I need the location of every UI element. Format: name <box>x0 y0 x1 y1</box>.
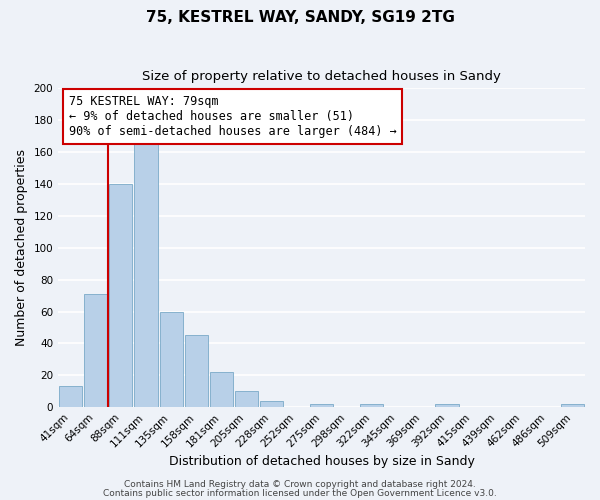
Text: 75 KESTREL WAY: 79sqm
← 9% of detached houses are smaller (51)
90% of semi-detac: 75 KESTREL WAY: 79sqm ← 9% of detached h… <box>69 94 397 138</box>
Bar <box>84 294 107 407</box>
X-axis label: Distribution of detached houses by size in Sandy: Distribution of detached houses by size … <box>169 454 475 468</box>
Text: Contains HM Land Registry data © Crown copyright and database right 2024.: Contains HM Land Registry data © Crown c… <box>124 480 476 489</box>
Bar <box>436 404 458 407</box>
Text: Contains public sector information licensed under the Open Government Licence v3: Contains public sector information licen… <box>103 488 497 498</box>
Bar <box>160 312 182 407</box>
Bar <box>235 392 258 407</box>
Bar <box>310 404 333 407</box>
Bar <box>561 404 584 407</box>
Bar <box>360 404 383 407</box>
Bar <box>134 144 158 407</box>
Title: Size of property relative to detached houses in Sandy: Size of property relative to detached ho… <box>142 70 501 83</box>
Bar <box>185 336 208 407</box>
Bar <box>209 372 233 407</box>
Text: 75, KESTREL WAY, SANDY, SG19 2TG: 75, KESTREL WAY, SANDY, SG19 2TG <box>146 10 454 25</box>
Bar <box>109 184 133 407</box>
Bar <box>59 386 82 407</box>
Bar <box>260 401 283 407</box>
Y-axis label: Number of detached properties: Number of detached properties <box>15 150 28 346</box>
